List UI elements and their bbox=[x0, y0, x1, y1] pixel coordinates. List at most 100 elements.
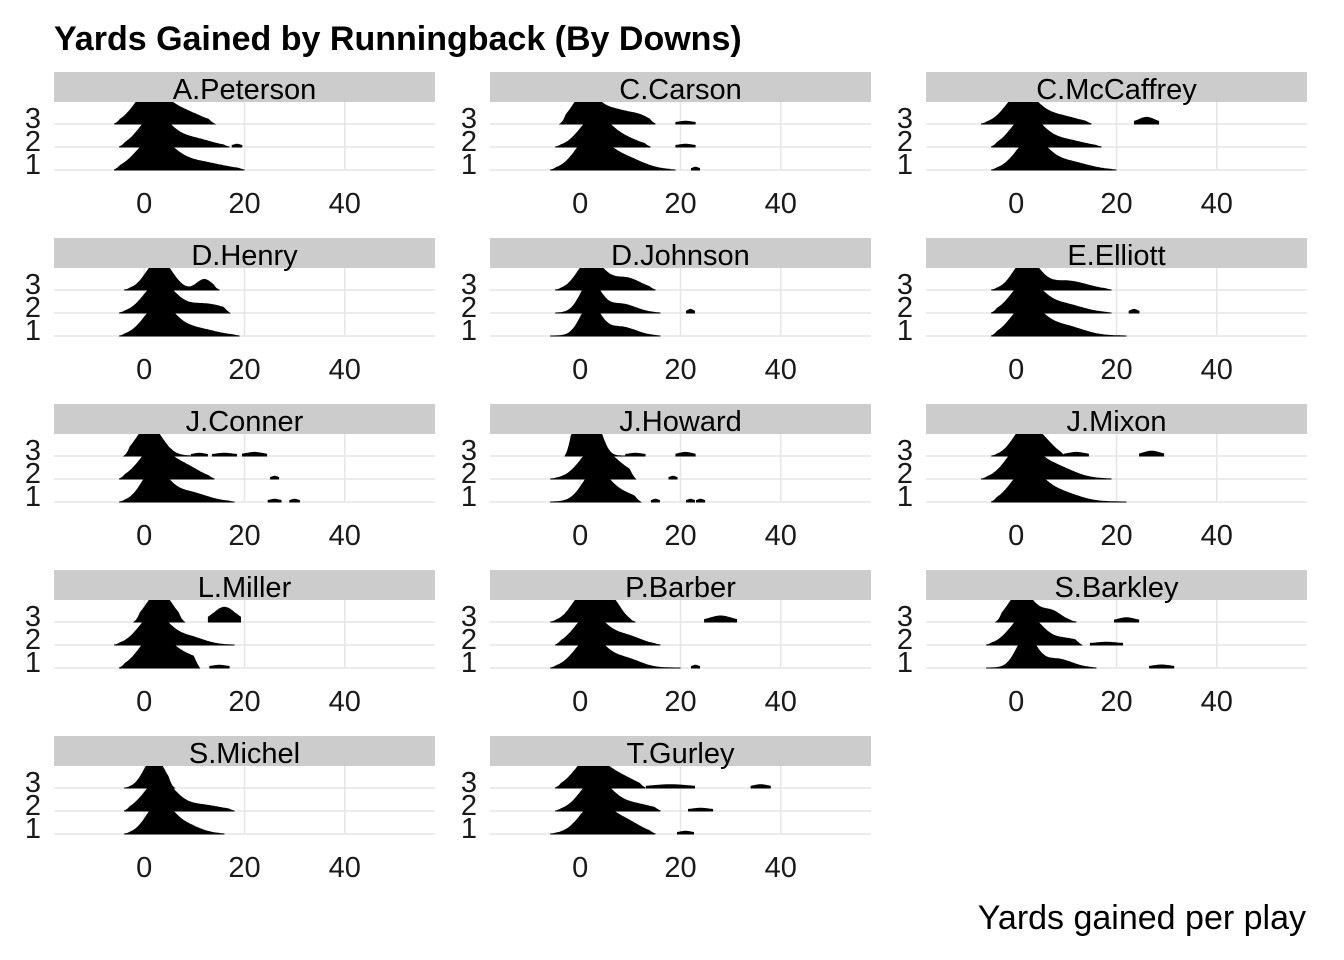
density-ridge-down-1 bbox=[986, 636, 1097, 669]
facet-panel: S.Michel 123 0 20 40 bbox=[25, 736, 435, 884]
density-bump-down-3 bbox=[645, 784, 695, 789]
density-bump-down-2 bbox=[686, 308, 695, 314]
x-tick-label: 20 bbox=[1100, 520, 1132, 552]
x-tick-label: 20 bbox=[228, 686, 260, 718]
facet-strip bbox=[54, 736, 435, 766]
x-tick-label: 20 bbox=[664, 354, 696, 386]
density-bump-down-1 bbox=[691, 664, 700, 669]
facet-strip-label: P.Barber bbox=[625, 572, 736, 604]
density-ridge-down-1 bbox=[119, 467, 235, 503]
x-tick-label: 40 bbox=[765, 354, 797, 386]
y-tick-label: 1 bbox=[897, 149, 913, 181]
x-tick-label: 40 bbox=[765, 686, 797, 718]
facet-panel: A.Peterson 123 0 20 40 bbox=[25, 72, 435, 220]
facet-panel: T.Gurley 123 0 20 40 bbox=[461, 736, 871, 884]
density-bump-down-2 bbox=[270, 475, 280, 480]
facet-strip-label: T.Gurley bbox=[627, 738, 735, 770]
facet-strip-label: L.Miller bbox=[198, 572, 292, 604]
density-ridge-down-1 bbox=[550, 469, 642, 503]
facet-strip-label: S.Barkley bbox=[1054, 572, 1179, 604]
facet-panel: J.Howard 123 0 20 40 bbox=[461, 404, 871, 552]
y-tick-label: 3 bbox=[461, 435, 477, 467]
x-tick-label: 0 bbox=[136, 852, 152, 884]
x-tick-label: 0 bbox=[1008, 520, 1024, 552]
facet-strip-label: J.Howard bbox=[619, 406, 742, 438]
y-tick-label: 3 bbox=[897, 435, 913, 467]
density-bump-down-3 bbox=[675, 120, 696, 125]
density-bump-down-3 bbox=[242, 451, 268, 457]
x-tick-label: 20 bbox=[228, 852, 260, 884]
density-bump-down-3 bbox=[750, 784, 771, 789]
y-tick-label: 1 bbox=[461, 647, 477, 679]
y-tick-label: 1 bbox=[897, 481, 913, 513]
y-tick-label: 1 bbox=[461, 315, 477, 347]
facet-strip-label: D.Henry bbox=[191, 240, 298, 272]
y-tick-label: 3 bbox=[25, 435, 41, 467]
y-tick-label: 2 bbox=[461, 292, 477, 324]
y-tick-label: 1 bbox=[461, 149, 477, 181]
density-bump-down-3 bbox=[207, 606, 241, 623]
x-tick-label: 20 bbox=[664, 686, 696, 718]
x-tick-label: 0 bbox=[1008, 686, 1024, 718]
facet-strip-label: J.Conner bbox=[186, 406, 304, 438]
y-tick-label: 2 bbox=[461, 790, 477, 822]
x-tick-label: 40 bbox=[765, 188, 797, 220]
density-ridge-down-2 bbox=[990, 114, 1102, 148]
facet-strip bbox=[490, 570, 871, 600]
y-tick-label: 2 bbox=[897, 292, 913, 324]
density-ridge-down-1 bbox=[991, 303, 1127, 337]
y-tick-label: 3 bbox=[897, 103, 913, 135]
density-ridge-down-2 bbox=[991, 280, 1112, 314]
y-tick-label: 2 bbox=[897, 126, 913, 158]
density-bump-down-1 bbox=[209, 664, 230, 669]
y-tick-label: 2 bbox=[461, 126, 477, 158]
x-tick-label: 20 bbox=[1100, 686, 1132, 718]
x-tick-label: 40 bbox=[1201, 520, 1233, 552]
facet-panel: C.Carson 123 0 20 40 bbox=[461, 72, 871, 220]
y-tick-label: 3 bbox=[897, 269, 913, 301]
density-bump-down-3 bbox=[211, 452, 237, 457]
density-ridge-down-3 bbox=[555, 258, 656, 291]
density-ridge-down-1 bbox=[119, 633, 201, 669]
x-tick-label: 20 bbox=[1100, 188, 1132, 220]
facet-strip-label: J.Mixon bbox=[1067, 406, 1167, 438]
density-bump-down-1 bbox=[267, 498, 282, 503]
density-bump-down-1 bbox=[1149, 664, 1175, 669]
density-ridge-down-2 bbox=[555, 778, 661, 812]
y-tick-label: 3 bbox=[461, 103, 477, 135]
y-tick-label: 2 bbox=[25, 624, 41, 656]
density-ridge-down-2 bbox=[119, 281, 232, 314]
density-bump-down-3 bbox=[1139, 450, 1165, 457]
facet-strip-label: S.Michel bbox=[189, 738, 300, 770]
facet-panel: D.Henry 123 0 20 40 bbox=[25, 238, 435, 386]
density-bump-down-3 bbox=[1063, 451, 1089, 457]
x-tick-label: 20 bbox=[664, 520, 696, 552]
y-tick-label: 1 bbox=[25, 647, 41, 679]
y-tick-label: 2 bbox=[461, 458, 477, 490]
density-ridge-down-1 bbox=[113, 137, 245, 171]
y-tick-label: 1 bbox=[25, 813, 41, 845]
density-ridge-down-2 bbox=[555, 281, 661, 314]
facet-strip bbox=[490, 238, 871, 268]
y-tick-label: 2 bbox=[461, 624, 477, 656]
x-tick-label: 40 bbox=[329, 520, 361, 552]
density-ridge-down-2 bbox=[118, 114, 230, 148]
facet-strip-label: E.Elliott bbox=[1067, 240, 1165, 272]
x-tick-label: 40 bbox=[329, 686, 361, 718]
density-bump-down-2 bbox=[668, 475, 678, 480]
x-tick-label: 20 bbox=[664, 852, 696, 884]
y-tick-label: 2 bbox=[25, 458, 41, 490]
facet-strip bbox=[926, 72, 1307, 102]
x-axis-label: Yards gained per play bbox=[978, 899, 1306, 937]
density-bump-down-1 bbox=[677, 830, 694, 835]
facet-strip bbox=[490, 404, 871, 434]
facet-strip bbox=[54, 570, 435, 600]
x-tick-label: 0 bbox=[572, 188, 588, 220]
x-tick-label: 20 bbox=[228, 188, 260, 220]
facet-strip bbox=[490, 736, 871, 766]
x-tick-label: 20 bbox=[228, 354, 260, 386]
density-bump-down-2 bbox=[675, 143, 696, 148]
x-tick-label: 0 bbox=[572, 852, 588, 884]
x-tick-label: 0 bbox=[1008, 354, 1024, 386]
